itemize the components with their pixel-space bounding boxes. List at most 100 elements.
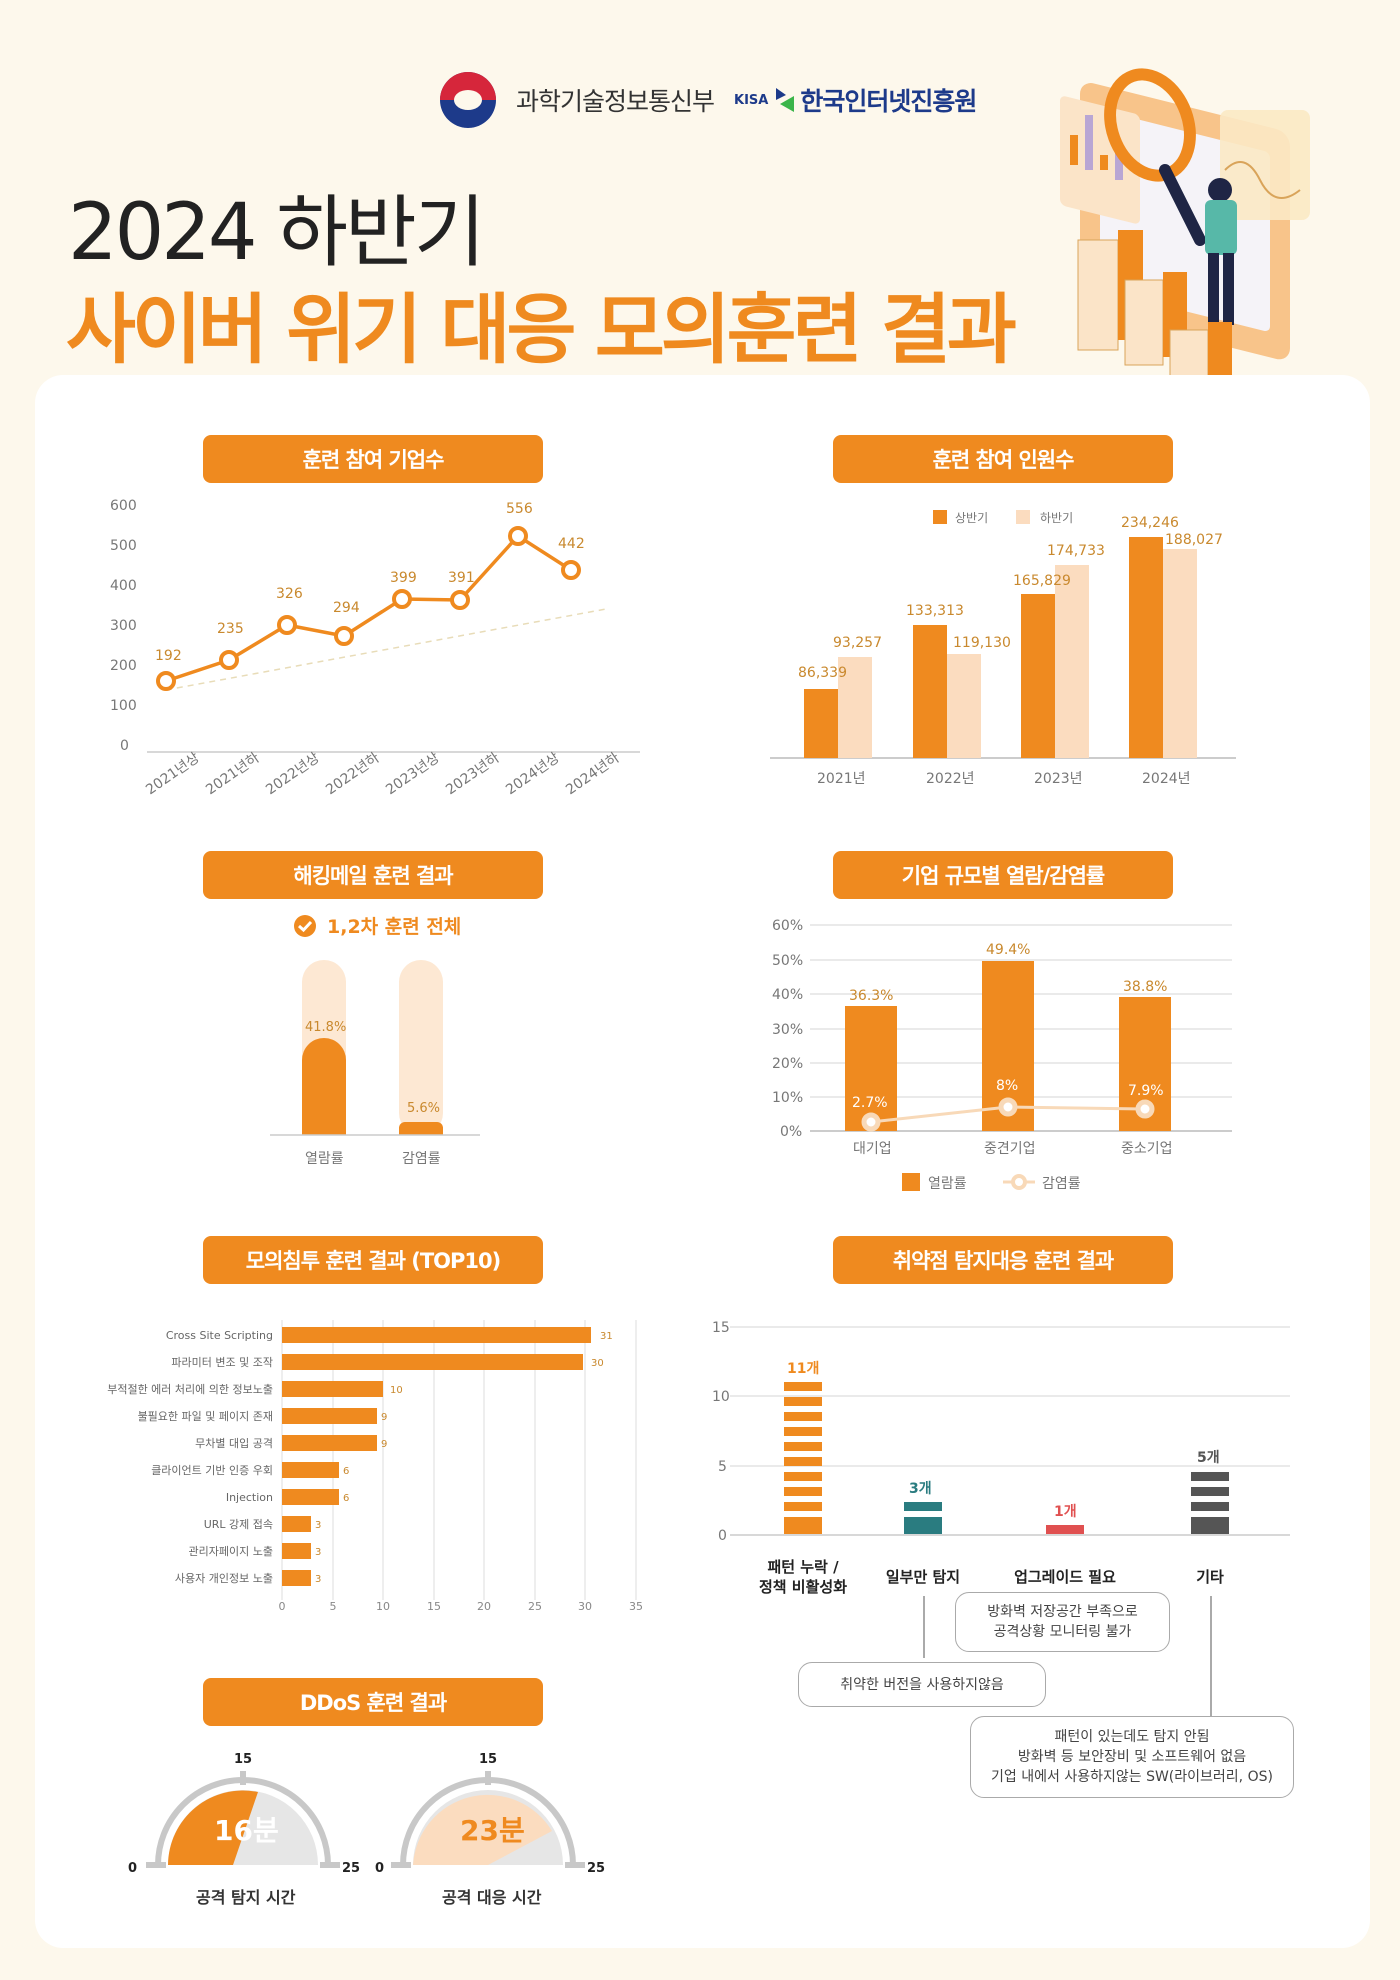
bar-other: [1191, 1472, 1229, 1534]
svg-text:23분: 23분: [460, 1814, 525, 1847]
svg-text:36.3%: 36.3%: [849, 988, 893, 1004]
svg-text:열람률: 열람률: [928, 1176, 967, 1192]
svg-text:35: 35: [629, 1600, 643, 1610]
svg-text:399: 399: [390, 570, 417, 586]
svg-text:9: 9: [381, 1439, 387, 1450]
svg-text:10: 10: [390, 1385, 403, 1396]
svg-text:31: 31: [600, 1331, 613, 1342]
svg-text:50%: 50%: [772, 953, 803, 969]
svg-text:파라미터 변조 및 조작: 파라미터 변조 및 조작: [171, 1356, 273, 1369]
svg-text:대기업: 대기업: [853, 1141, 892, 1157]
svg-text:패턴 누락 /: 패턴 누락 /: [767, 1558, 839, 1576]
phishing-subtitle: 1,2차 훈련 전체: [293, 912, 461, 939]
svg-text:500: 500: [110, 538, 137, 554]
x-axis-labels: 2021년상 2021년하 2022년상 2022년하 2023년상 2023년…: [143, 750, 623, 798]
section-title-companies: 훈련 참여 기업수: [203, 435, 543, 483]
page-title: 사이버 위기 대응 모의훈련 결과: [66, 285, 1017, 374]
companies-line-chart: 600 500 400 300 200 100 0 192 235 326 29…: [110, 498, 640, 798]
svg-text:25: 25: [342, 1861, 360, 1876]
svg-text:41.8%: 41.8%: [305, 1020, 346, 1035]
svg-text:3: 3: [315, 1574, 321, 1585]
svg-text:열람률: 열람률: [305, 1151, 344, 1167]
svg-text:556: 556: [506, 501, 533, 517]
svg-text:6: 6: [343, 1466, 349, 1477]
svg-text:188,027: 188,027: [1165, 532, 1223, 548]
by-size-combo-chart: 60% 50% 40% 30% 20% 10% 0% 36.3% 49.4% 3…: [772, 918, 1232, 1192]
svg-text:2021년하: 2021년하: [203, 750, 263, 798]
svg-text:2022년: 2022년: [926, 771, 975, 787]
svg-text:하반기: 하반기: [1040, 511, 1073, 525]
svg-text:5: 5: [718, 1459, 727, 1475]
svg-text:93,257: 93,257: [833, 635, 882, 651]
svg-text:기타: 기타: [1196, 1568, 1224, 1586]
svg-text:감염률: 감염률: [402, 1151, 441, 1167]
section-title-vuln: 취약점 탐지대응 훈련 결과: [833, 1236, 1173, 1284]
svg-text:0: 0: [718, 1528, 727, 1544]
legend: 열람률 감염률: [902, 1173, 1081, 1192]
svg-text:15: 15: [427, 1600, 441, 1610]
svg-text:234,246: 234,246: [1121, 515, 1179, 531]
svg-text:중견기업: 중견기업: [984, 1141, 1036, 1157]
header-logos: 과학기술정보통신부 KISA 한국인터넷진흥원: [440, 72, 977, 128]
svg-text:30: 30: [591, 1358, 604, 1369]
svg-text:442: 442: [558, 536, 585, 552]
data-labels: 192 235 326 294 399 391 556 442: [155, 501, 585, 664]
svg-text:중소기업: 중소기업: [1121, 1141, 1173, 1157]
svg-text:11개: 11개: [787, 1361, 819, 1377]
svg-text:0: 0: [375, 1861, 384, 1876]
kisa-logo: KISA 한국인터넷진흥원: [734, 82, 977, 118]
section-title-phishing: 해킹메일 훈련 결과: [203, 851, 543, 899]
kisa-name: 한국인터넷진흥원: [800, 87, 977, 116]
svg-text:3: 3: [315, 1547, 321, 1558]
svg-text:0: 0: [279, 1600, 286, 1610]
svg-text:1개: 1개: [1054, 1504, 1077, 1520]
svg-text:30%: 30%: [772, 1022, 803, 1038]
svg-text:2022년하: 2022년하: [323, 750, 383, 798]
svg-text:192: 192: [155, 648, 182, 664]
gauge-detect-time: 15 0 25 16분 공격 탐지 시간: [128, 1752, 360, 1907]
connector-line: [923, 1596, 925, 1658]
note-partial-detect: 취약한 버전을 사용하지않음: [798, 1662, 1046, 1707]
svg-text:2024년상: 2024년상: [503, 750, 563, 798]
svg-text:30: 30: [578, 1600, 592, 1610]
svg-text:무차별 대입 공격: 무차별 대입 공격: [195, 1437, 273, 1450]
svg-text:2022년상: 2022년상: [263, 750, 323, 798]
companies-line: [165, 533, 572, 683]
kisa-arrow-icon: [776, 88, 795, 112]
svg-text:600: 600: [110, 498, 137, 514]
legend: 상반기 하반기: [933, 510, 1073, 525]
svg-text:2021년상: 2021년상: [143, 750, 203, 798]
svg-text:2.7%: 2.7%: [852, 1095, 888, 1111]
svg-text:7.9%: 7.9%: [1128, 1083, 1164, 1099]
svg-text:10: 10: [712, 1389, 730, 1405]
svg-text:400: 400: [110, 578, 137, 594]
svg-text:235: 235: [217, 621, 244, 637]
analyst-illustration: [1060, 68, 1310, 389]
svg-text:15: 15: [234, 1752, 252, 1767]
bar-pattern-missing: [784, 1382, 822, 1534]
svg-text:15: 15: [712, 1320, 730, 1336]
svg-text:공격 대응 시간: 공격 대응 시간: [442, 1888, 542, 1907]
svg-text:133,313: 133,313: [906, 603, 964, 619]
svg-text:5개: 5개: [1197, 1450, 1220, 1466]
svg-text:294: 294: [333, 600, 360, 616]
svg-text:0: 0: [128, 1861, 137, 1876]
svg-text:174,733: 174,733: [1047, 543, 1105, 559]
svg-text:38.8%: 38.8%: [1123, 979, 1167, 995]
svg-text:2024년: 2024년: [1142, 771, 1191, 787]
section-title-participants: 훈련 참여 인원수: [833, 435, 1173, 483]
svg-text:60%: 60%: [772, 918, 803, 934]
svg-text:165,829: 165,829: [1013, 573, 1071, 589]
svg-text:Injection: Injection: [226, 1491, 273, 1504]
section-title-by-size: 기업 규모별 열람/감염률: [833, 851, 1173, 899]
svg-text:2023년하: 2023년하: [443, 750, 503, 798]
svg-text:20: 20: [477, 1600, 491, 1610]
svg-text:5.6%: 5.6%: [407, 1101, 440, 1116]
ministry-name: 과학기술정보통신부: [516, 87, 715, 116]
svg-text:클라이언트 기반 인증 우회: 클라이언트 기반 인증 우회: [151, 1464, 273, 1477]
svg-text:326: 326: [276, 586, 303, 602]
gauge-response-time: 15 0 25 23분 공격 대응 시간: [375, 1752, 605, 1907]
svg-text:일부만 탐지: 일부만 탐지: [886, 1568, 960, 1586]
bar-upgrade: [1046, 1525, 1084, 1534]
svg-text:119,130: 119,130: [953, 635, 1011, 651]
